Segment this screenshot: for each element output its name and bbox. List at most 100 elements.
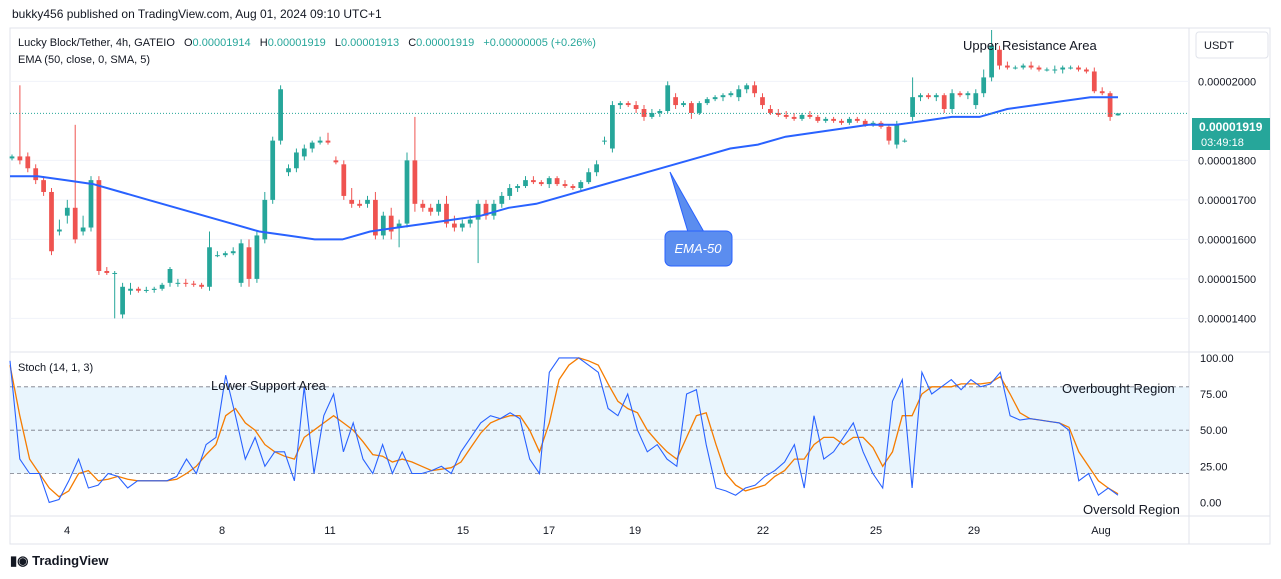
candle-body [854,118,860,121]
tradingview-logo-icon: ▮◉ [10,553,29,568]
candle-body [673,97,678,106]
candle-body [199,284,204,287]
price-tick-label: 0.00001500 [1198,274,1256,286]
candle-body [373,199,378,236]
candle-body [112,272,118,274]
candle-body [128,288,133,291]
candle-body [578,182,584,189]
candle-body [270,140,276,200]
last-price-text: 0.00001919 [1199,120,1263,134]
candle-body [428,207,434,212]
candle-body [262,199,268,240]
overbought-label: Overbought Region [1062,381,1175,396]
stoch-tick-label: 50.00 [1200,425,1228,437]
stoch-legend: Stoch (14, 1, 3) [18,362,93,374]
tradingview-logo[interactable]: ▮◉ TradingView [10,553,108,569]
candle-body [1020,65,1026,68]
candle-body [926,95,931,98]
candle-body [1028,65,1034,68]
stoch-band [10,386,1189,474]
last-price-tag [1192,118,1270,150]
candle-body [554,178,560,185]
candle-body [25,156,31,169]
time-tick-label: 19 [629,525,641,537]
candle-body [452,223,457,228]
candle-body [238,243,244,283]
candle-body [444,203,449,224]
candle-body [886,126,892,141]
candle-body [728,93,734,96]
candle-body [1060,67,1066,70]
candle-body [404,160,410,224]
currency-button[interactable] [1195,31,1269,59]
time-axis-ticks: 4 8 11 15 17 19 22 25 29 Aug [64,525,1111,537]
candle-body [570,186,576,189]
candle-body [649,112,655,117]
candle-body [483,203,489,216]
time-tick-label: 8 [219,525,225,537]
candle-body [57,229,62,232]
candle-body [973,93,979,106]
brand-label: TradingView [32,553,109,568]
candle-body [396,223,402,228]
candle-body [1044,69,1050,71]
time-tick-label: 11 [324,525,335,537]
candle-body [736,89,742,98]
oversold-label: Oversold Region [1083,502,1180,517]
candle-body [831,118,836,121]
candle-body [9,156,15,159]
candle-body [499,195,505,204]
candle-body [207,247,212,287]
time-tick-label: Aug [1091,525,1111,537]
price-tick-label: 0.00001600 [1198,234,1256,246]
publisher-line: bukky456 published on TradingView.com, A… [12,7,382,21]
candle-body [689,103,694,113]
candle-body [918,95,923,98]
candle-body [515,186,520,189]
candle-body [159,284,165,289]
candle-body [278,89,283,141]
candle-body [1099,91,1105,94]
price-tick-label: 0.00001800 [1198,155,1256,167]
lower-support-label: Lower Support Area [211,378,327,393]
high-value: 0.00001919 [268,37,326,49]
stoch-d-line [9,357,1119,498]
candle-body [333,160,339,163]
symbol-label: Lucky Block/Tether, 4h, GATEIO [18,37,175,49]
candle-body [41,180,46,192]
candle-body [949,93,955,110]
currency-label: USDT [1204,40,1234,52]
low-value: 0.00001913 [341,37,399,49]
candle-body [175,282,181,284]
candle-body [317,140,323,143]
candle-body [941,95,947,110]
legend-line: Lucky Block/Tether, 4h, GATEIO O0.000019… [18,37,596,49]
candle-body [1052,69,1058,71]
candle-body [388,215,394,232]
candle-body [847,118,852,123]
candle-body [215,255,220,257]
candle-body [657,110,663,113]
candle-body [562,184,568,187]
candle-body [88,180,94,228]
ema-callout-box [664,230,733,267]
candle-body [96,180,102,271]
price-tick-label: 0.00001700 [1198,195,1256,207]
candle-body [1005,65,1010,68]
candle-body [120,286,125,315]
candle-body [222,253,228,256]
price-axis-ticks: 0.00001400 0.00001500 0.00001600 0.00001700… [1198,76,1256,325]
candle-body [80,227,86,232]
candle-body [1036,67,1042,70]
ema-callout-pointer [669,171,705,233]
candle-body [151,288,157,290]
candle-body [839,120,844,123]
candle-body [633,105,639,110]
chart-frame [9,27,1271,545]
candle-body [815,116,821,121]
candle-body [594,164,599,173]
close-value: 0.00001919 [416,37,474,49]
candle-body [1084,69,1089,72]
candle-body [531,180,536,183]
